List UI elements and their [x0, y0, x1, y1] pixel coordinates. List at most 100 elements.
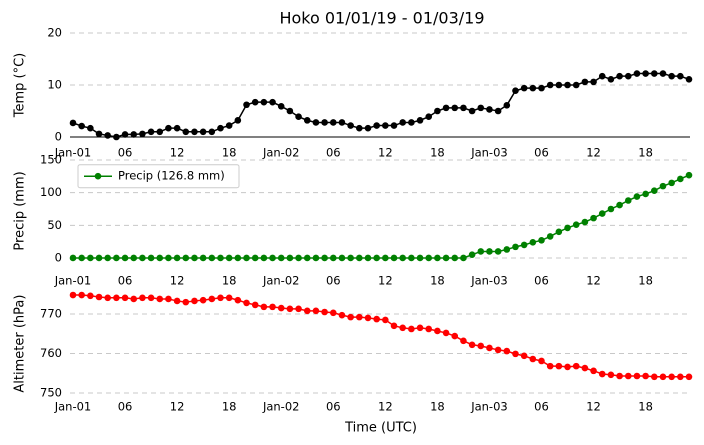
legend-box [77, 164, 240, 189]
data-point [512, 243, 519, 251]
data-point [382, 254, 389, 262]
legend-label: Precip (126.8 mm) [118, 169, 225, 183]
data-point [303, 307, 311, 315]
y-tick-label: 100 [40, 185, 62, 199]
data-point [650, 70, 658, 77]
data-point [685, 75, 693, 83]
data-point [321, 119, 328, 126]
data-point [624, 372, 632, 380]
data-point [338, 119, 346, 126]
data-point [234, 296, 242, 304]
x-tick-label: 06 [118, 274, 133, 288]
x-tick-label: 06 [326, 146, 341, 160]
data-point [156, 254, 164, 262]
data-point [147, 254, 155, 262]
y-tick-label: 760 [40, 346, 62, 360]
data-point [460, 337, 467, 345]
data-point [581, 218, 589, 226]
data-point [225, 254, 233, 262]
data-point [685, 171, 693, 179]
data-point [277, 254, 285, 262]
data-point [685, 373, 693, 381]
data-point [173, 297, 181, 305]
data-point [677, 72, 684, 80]
data-point [659, 182, 667, 190]
data-point [468, 107, 476, 115]
y-axis-label: Altimeter (hPa) [13, 295, 28, 393]
data-point [286, 254, 294, 262]
data-point [165, 295, 172, 303]
data-point [659, 70, 667, 77]
data-point [390, 322, 398, 330]
data-point [217, 124, 224, 132]
data-point [451, 332, 459, 340]
data-point [390, 254, 398, 262]
data-point [356, 254, 363, 262]
y-tick-label: 0 [55, 250, 62, 264]
data-point [260, 98, 268, 106]
data-point [564, 363, 571, 371]
data-point [572, 221, 580, 228]
x-tick-label: 18 [430, 274, 445, 288]
data-point [225, 294, 233, 302]
data-point [416, 324, 424, 332]
data-point [277, 103, 285, 110]
data-point [442, 254, 450, 262]
data-point [130, 131, 138, 138]
data-point [538, 237, 545, 244]
x-tick-label: 12 [378, 146, 393, 160]
data-point [69, 254, 77, 262]
data-point [156, 128, 164, 136]
data-point [191, 128, 198, 136]
x-tick-label: 18 [222, 274, 237, 288]
data-point [668, 179, 675, 187]
data-point [633, 372, 641, 380]
data-point [182, 298, 190, 306]
data-point [486, 106, 493, 113]
x-tick-label: 12 [170, 274, 185, 288]
data-point [451, 104, 459, 112]
data-point [364, 124, 372, 132]
data-point [408, 119, 415, 126]
data-point [156, 295, 164, 303]
data-point [607, 205, 615, 213]
x-tick-label: 18 [430, 400, 445, 414]
data-point [312, 254, 320, 262]
data-point [460, 254, 467, 262]
x-tick-label: 12 [170, 146, 185, 160]
data-point [564, 224, 571, 232]
x-tick-label: Jan-01 [54, 146, 92, 160]
data-point [121, 254, 129, 262]
data-point [477, 104, 485, 112]
data-point [512, 350, 519, 358]
data-point [399, 254, 406, 262]
data-point [399, 324, 406, 332]
data-point [434, 327, 441, 335]
data-point [147, 128, 155, 136]
y-tick-label: 0 [55, 130, 62, 144]
data-point [399, 119, 406, 126]
data-point [373, 122, 380, 129]
data-point [520, 241, 528, 249]
x-tick-label: 12 [586, 146, 601, 160]
x-tick-label: Jan-02 [262, 146, 300, 160]
x-tick-label: 12 [378, 400, 393, 414]
chart-title: Hoko 01/01/19 - 01/03/19 [279, 9, 484, 28]
data-point [425, 113, 433, 121]
data-point [538, 84, 545, 92]
data-point [251, 301, 259, 309]
data-point [87, 124, 94, 132]
data-point [624, 197, 632, 204]
data-point [269, 254, 276, 262]
data-point [668, 72, 675, 80]
data-point [303, 254, 311, 262]
data-point [572, 81, 580, 89]
data-point [121, 294, 129, 302]
data-point [95, 130, 103, 138]
data-point [321, 308, 328, 316]
x-tick-label: 18 [222, 400, 237, 414]
data-point [408, 254, 415, 262]
data-point [243, 299, 250, 307]
data-point [442, 329, 450, 337]
